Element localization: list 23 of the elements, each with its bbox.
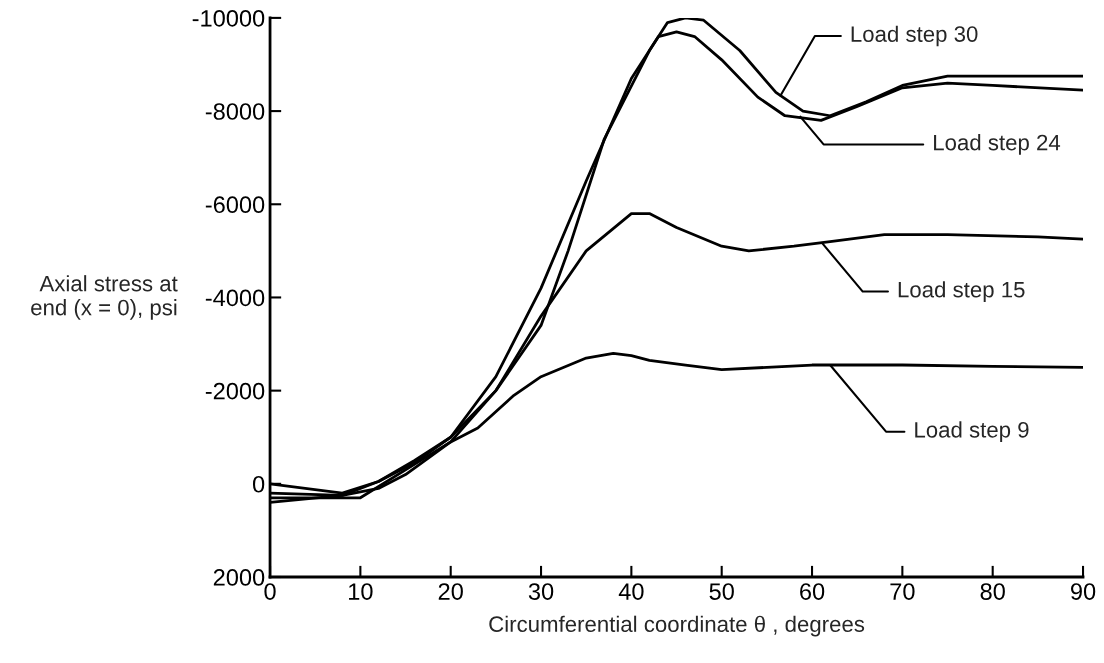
x-tick-label: 30	[528, 583, 554, 600]
y-tick-label: -10000	[192, 9, 265, 27]
y-tick-label: -8000	[205, 103, 265, 120]
x-axis-title: Circumferential coordinate θ , degrees	[489, 615, 865, 637]
annotation: Load step 15	[898, 281, 1025, 302]
annotation: Load step 24	[934, 134, 1061, 155]
annotation: Load step 30	[851, 25, 978, 47]
y-axis-title: Axial stress at end (x = 0), psi	[31, 275, 178, 320]
x-tick-label: 20	[438, 583, 463, 600]
x-tick-label: 50	[709, 583, 734, 600]
x-tick-label: 40	[618, 583, 644, 600]
y-tick-label: 2000	[213, 569, 265, 586]
y-tick-label: -2000	[205, 382, 265, 400]
x-tick-label: 90	[1071, 583, 1096, 600]
y-tick-label: -6000	[205, 196, 265, 214]
x-tick-label: 60	[800, 583, 825, 600]
x-tick-label: 10	[349, 583, 373, 600]
x-tick-label: 0	[264, 583, 276, 600]
y-tick-label: 0	[252, 475, 265, 493]
x-tick-label: 80	[980, 583, 1005, 600]
x-tick-label: 70	[890, 583, 915, 600]
y-tick-label: -4000	[205, 289, 265, 307]
annotation: Load step 9	[915, 421, 1029, 443]
